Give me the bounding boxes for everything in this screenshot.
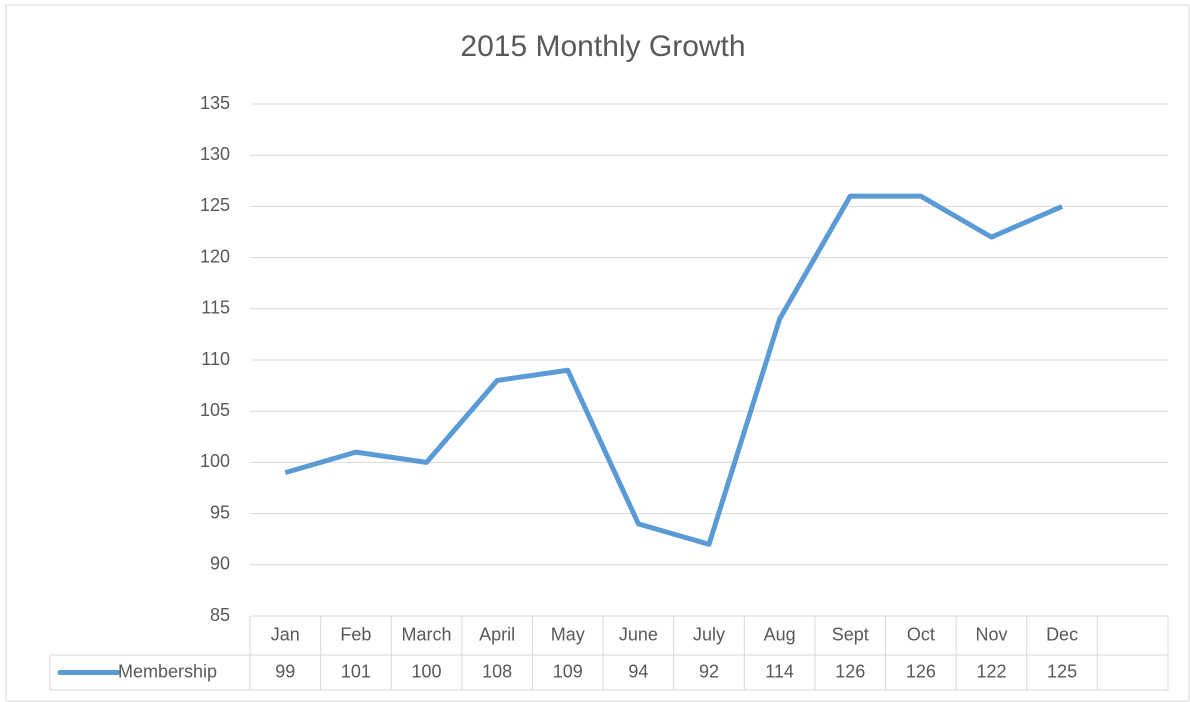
x-tick-label: Oct xyxy=(907,624,935,644)
table-value: 92 xyxy=(699,661,719,681)
x-tick-label: April xyxy=(479,624,515,644)
x-tick-label: Dec xyxy=(1046,624,1078,644)
x-tick-label: Sept xyxy=(832,624,869,644)
table-value: 122 xyxy=(976,661,1006,681)
table-value: 114 xyxy=(765,661,794,681)
y-tick-label: 105 xyxy=(200,400,230,420)
table-value: 94 xyxy=(628,661,648,681)
x-tick-label: Aug xyxy=(764,624,796,644)
table-value: 101 xyxy=(341,661,371,681)
y-tick-label: 115 xyxy=(201,298,230,318)
table-value: 99 xyxy=(275,661,295,681)
chart-title: 2015 Monthly Growth xyxy=(460,30,745,63)
table-value: 125 xyxy=(1047,661,1077,681)
legend-label: Membership xyxy=(118,661,217,681)
y-tick-label: 85 xyxy=(210,605,230,625)
y-tick-label: 110 xyxy=(201,349,230,369)
y-tick-label: 135 xyxy=(200,93,230,113)
y-tick-label: 125 xyxy=(200,195,230,215)
x-tick-label: May xyxy=(551,624,585,644)
x-tick-label: Jan xyxy=(271,624,300,644)
x-tick-label: Feb xyxy=(340,624,371,644)
chart-border xyxy=(5,4,1190,702)
x-tick-label: Nov xyxy=(975,624,1007,644)
table-value: 100 xyxy=(412,661,442,681)
y-tick-label: 95 xyxy=(210,502,230,522)
table-value: 126 xyxy=(906,661,936,681)
table-value: 126 xyxy=(835,661,865,681)
x-tick-label: July xyxy=(693,624,725,644)
y-tick-label: 100 xyxy=(200,451,230,471)
table-value: 109 xyxy=(553,661,583,681)
table-value: 108 xyxy=(482,661,512,681)
x-tick-label: June xyxy=(619,624,658,644)
y-tick-label: 120 xyxy=(200,246,230,266)
line xyxy=(284,193,1064,547)
y-tick-label: 90 xyxy=(210,554,230,574)
x-tick-label: March xyxy=(402,624,452,644)
y-tick-label: 130 xyxy=(200,144,230,164)
